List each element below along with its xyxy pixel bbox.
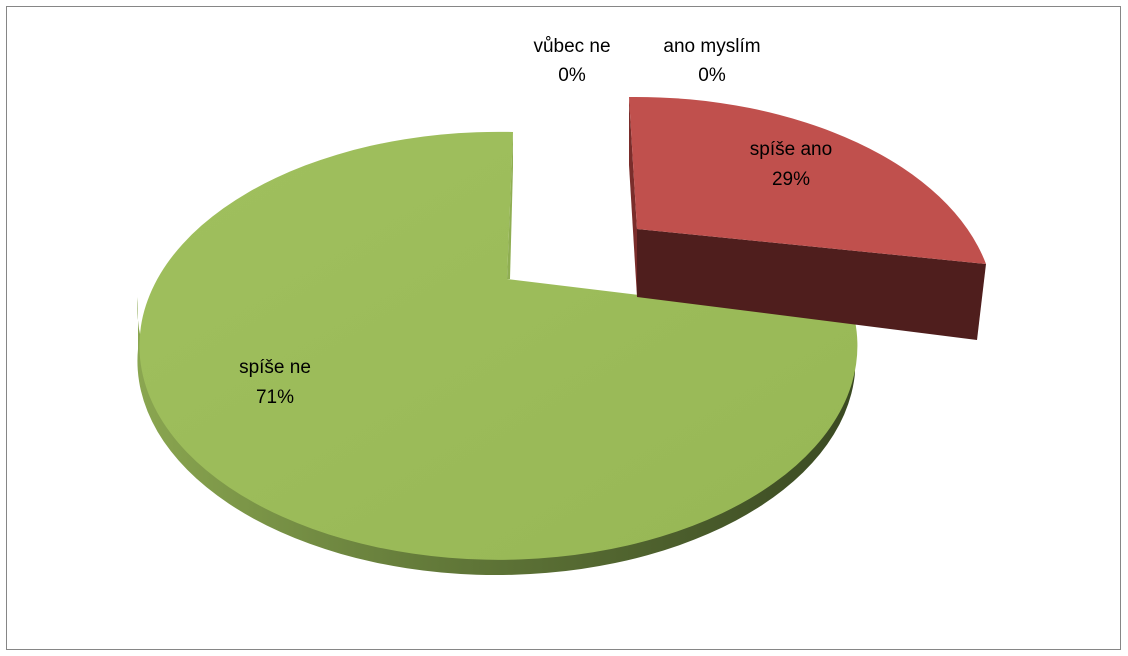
label-vubec-ne-value: 0% — [558, 65, 586, 86]
slice-spise-ano-inner-side — [629, 97, 637, 297]
slice-spise-ano-side — [637, 229, 986, 340]
label-vubec-ne-name: vůbec ne — [533, 36, 610, 57]
slice-spise-ne-inner-edge — [507, 132, 513, 279]
label-spise-ano-name: spíše ano — [750, 139, 832, 160]
label-ano-myslim-name: ano myslím — [663, 36, 760, 57]
slice-spise-ano — [629, 96, 986, 340]
label-spise-ne-value: 71% — [256, 387, 294, 408]
chart-area: vůbec ne 0% ano myslím 0% spíše ano 29% … — [6, 6, 1121, 650]
label-spise-ano-value: 29% — [772, 169, 810, 190]
slice-spise-ano-top — [629, 96, 986, 264]
label-spise-ne-name: spíše ne — [239, 357, 311, 378]
slice-spise-ne — [137, 131, 858, 576]
pie-chart: vůbec ne 0% ano myslím 0% spíše ano 29% … — [137, 36, 986, 576]
label-ano-myslim-value: 0% — [698, 65, 726, 86]
slice-spise-ne-top — [139, 131, 858, 560]
